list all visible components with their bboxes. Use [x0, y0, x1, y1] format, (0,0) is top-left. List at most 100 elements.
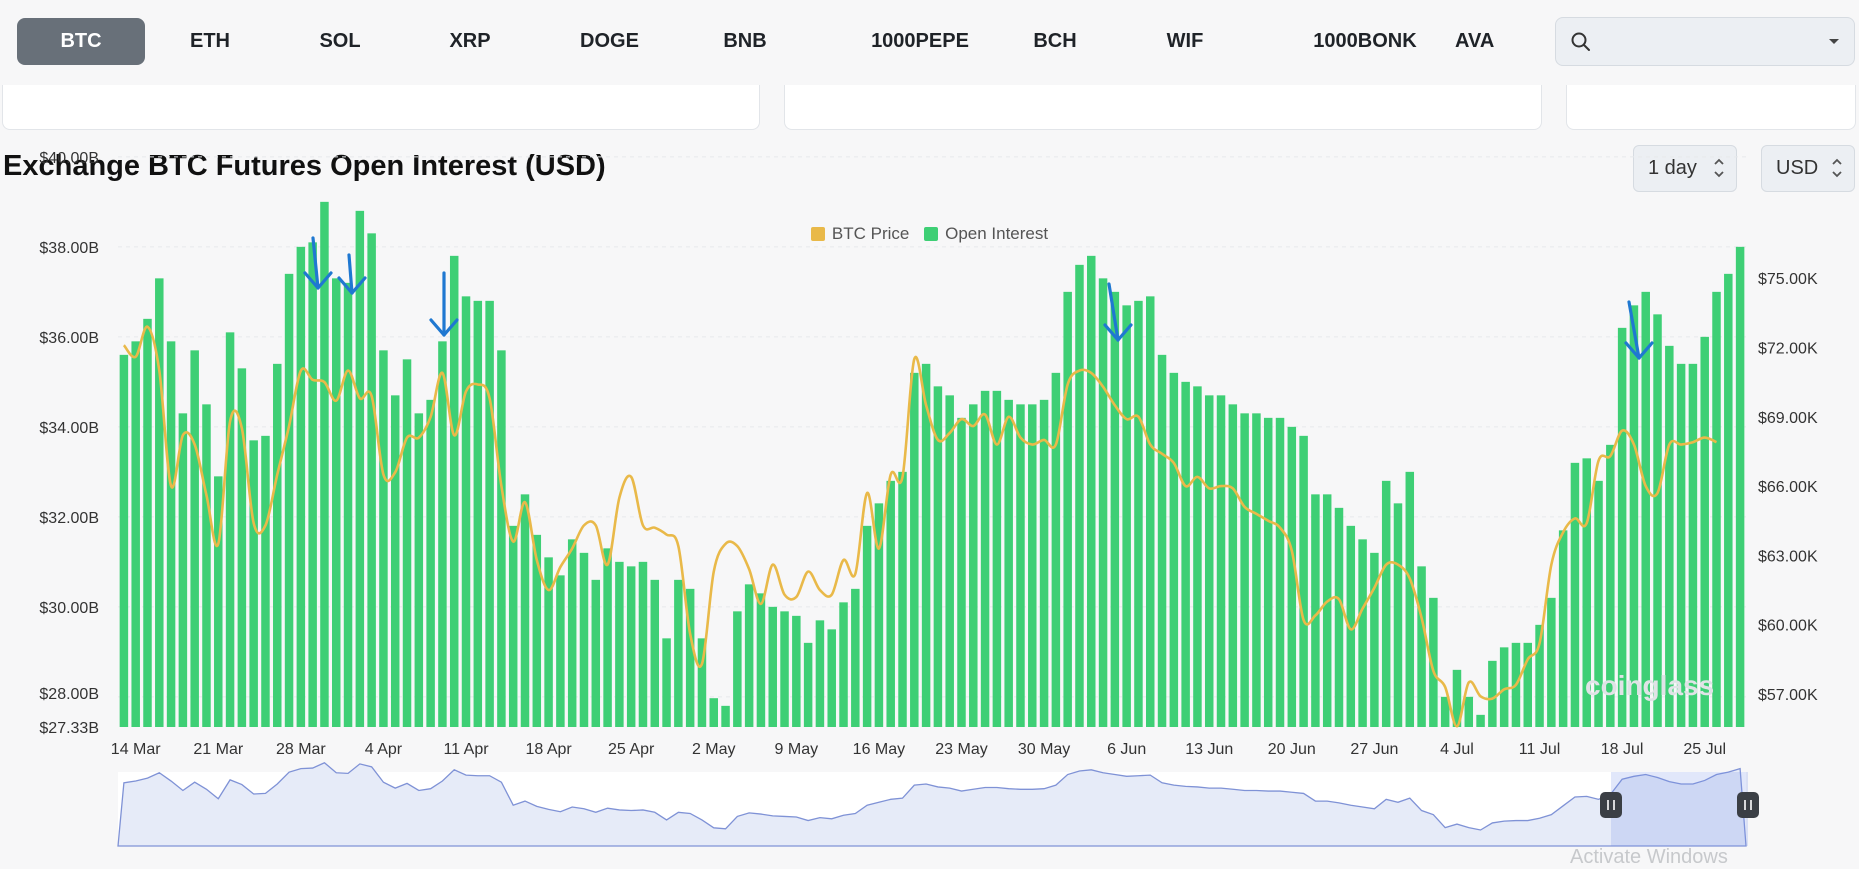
oi-bar[interactable] — [1228, 404, 1238, 727]
oi-bar[interactable] — [579, 552, 589, 727]
oi-bar[interactable] — [969, 404, 978, 727]
oi-bar[interactable] — [1216, 395, 1226, 727]
oi-bar[interactable] — [355, 210, 365, 728]
oi-bar[interactable] — [1181, 381, 1190, 727]
oi-bar[interactable] — [1157, 354, 1167, 727]
oi-bar[interactable] — [1547, 597, 1556, 727]
oi-bar[interactable] — [1488, 660, 1497, 727]
oi-bar[interactable] — [367, 233, 376, 727]
currency-select[interactable]: USD — [1761, 145, 1855, 192]
oi-bar[interactable] — [992, 390, 1002, 727]
oi-bar[interactable] — [426, 399, 435, 727]
oi-bar[interactable] — [615, 561, 624, 727]
oi-bar[interactable] — [1004, 399, 1013, 727]
oi-bar[interactable] — [1358, 539, 1367, 727]
oi-bar[interactable] — [1287, 426, 1297, 727]
oi-bar[interactable] — [803, 642, 813, 727]
oi-bar[interactable] — [544, 557, 553, 727]
interval-select[interactable]: 1 day — [1633, 145, 1737, 192]
oi-bar[interactable] — [461, 296, 471, 727]
oi-bar[interactable] — [1169, 372, 1179, 727]
oi-bar[interactable] — [1464, 696, 1474, 727]
oi-bar[interactable] — [567, 539, 577, 727]
oi-bar[interactable] — [1452, 669, 1462, 727]
oi-bar[interactable] — [756, 593, 766, 727]
oi-bar[interactable] — [320, 201, 329, 728]
oi-bar[interactable] — [1641, 291, 1650, 727]
oi-bar[interactable] — [650, 579, 660, 727]
oi-bar[interactable] — [343, 282, 353, 727]
oi-bar[interactable] — [1075, 264, 1084, 727]
oi-bar[interactable] — [166, 341, 176, 727]
oi-bar[interactable] — [1688, 363, 1698, 727]
oi-bar[interactable] — [1016, 404, 1025, 727]
oi-bar[interactable] — [379, 350, 388, 727]
oi-bar[interactable] — [839, 602, 848, 727]
oi-bar[interactable] — [1523, 642, 1533, 727]
oi-bar[interactable] — [721, 705, 730, 727]
oi-bar[interactable] — [1193, 386, 1202, 727]
oi-bar[interactable] — [155, 278, 164, 727]
oi-bar[interactable] — [1712, 291, 1721, 727]
oi-bar[interactable] — [497, 350, 506, 727]
oi-bar[interactable] — [1252, 413, 1261, 727]
navigator-right-handle[interactable] — [1737, 792, 1759, 818]
oi-bar[interactable] — [508, 525, 518, 727]
oi-bar[interactable] — [1665, 345, 1674, 727]
oi-bar[interactable] — [225, 332, 235, 727]
tab-1000bonk[interactable]: 1000BONK — [1313, 30, 1417, 52]
tab-xrp[interactable]: XRP — [449, 30, 491, 52]
oi-bar[interactable] — [1499, 647, 1509, 727]
oi-bar[interactable] — [331, 278, 341, 727]
oi-bar[interactable] — [697, 638, 707, 727]
oi-bar[interactable] — [1440, 696, 1450, 727]
navigator-left-handle[interactable] — [1600, 792, 1622, 818]
oi-bar[interactable] — [284, 273, 294, 727]
oi-bar[interactable] — [249, 440, 258, 727]
oi-bar[interactable] — [143, 318, 152, 727]
oi-bar[interactable] — [190, 350, 199, 727]
oi-bar[interactable] — [1582, 458, 1591, 727]
oi-bar[interactable] — [308, 242, 317, 727]
oi-bar[interactable] — [1087, 255, 1096, 727]
oi-bar[interactable] — [1334, 507, 1344, 727]
oi-bar[interactable] — [933, 386, 943, 727]
chevron-down-icon[interactable] — [1828, 38, 1840, 46]
tab-btc[interactable]: BTC — [17, 18, 145, 65]
oi-bar[interactable] — [438, 341, 447, 727]
oi-bar[interactable] — [402, 359, 412, 727]
tab-bnb[interactable]: BNB — [723, 30, 767, 52]
oi-bar[interactable] — [792, 615, 801, 727]
oi-bar[interactable] — [414, 413, 424, 727]
oi-bar[interactable] — [1204, 395, 1214, 727]
oi-bar[interactable] — [1275, 417, 1285, 727]
oi-bar[interactable] — [131, 341, 140, 727]
tab-wif[interactable]: WIF — [1166, 30, 1204, 52]
oi-bar[interactable] — [1063, 291, 1072, 727]
oi-bar[interactable] — [1535, 624, 1544, 727]
oi-bar[interactable] — [1028, 404, 1037, 727]
oi-bar[interactable] — [1653, 314, 1662, 727]
oi-bar[interactable] — [1476, 714, 1485, 727]
oi-bar[interactable] — [638, 561, 648, 727]
oi-bar[interactable] — [674, 579, 683, 727]
oi-bar[interactable] — [1122, 305, 1131, 727]
oi-bar[interactable] — [1346, 525, 1356, 727]
oi-bar[interactable] — [662, 638, 671, 727]
oi-bar[interactable] — [910, 372, 919, 727]
oi-bar[interactable] — [744, 584, 754, 727]
oi-bar[interactable] — [1676, 363, 1686, 727]
oi-bar[interactable] — [921, 363, 931, 727]
oi-bar[interactable] — [957, 417, 966, 727]
oi-bar[interactable] — [945, 395, 954, 727]
tab-bch[interactable]: BCH — [1033, 30, 1077, 52]
oi-bar[interactable] — [768, 606, 777, 727]
oi-bar[interactable] — [202, 404, 211, 727]
oi-bar[interactable] — [449, 255, 459, 727]
oi-bar[interactable] — [603, 548, 612, 727]
oi-bar[interactable] — [1606, 444, 1615, 727]
oi-bar[interactable] — [1381, 480, 1391, 727]
oi-bar[interactable] — [709, 698, 719, 727]
oi-bar[interactable] — [1617, 327, 1627, 727]
oi-bar[interactable] — [862, 525, 872, 727]
